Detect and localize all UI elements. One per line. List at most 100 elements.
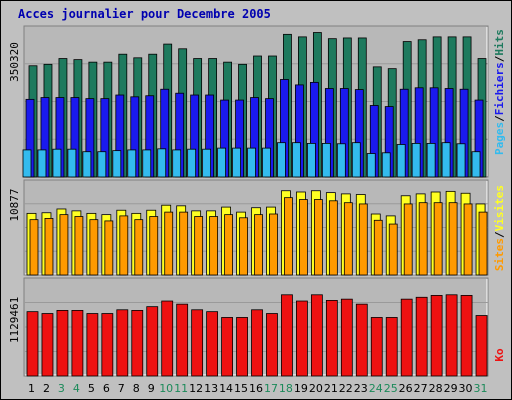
bar-sites-day-27 [418, 202, 428, 276]
x-tick-day-7: 7 [118, 382, 125, 395]
bar-ko-day-1 [26, 311, 39, 377]
bar-sites-day-25 [388, 223, 398, 276]
chart-title: Acces journalier pour Decembre 2005 [18, 7, 271, 21]
x-tick-day-29: 29 [444, 382, 458, 395]
bar-pages-day-2 [37, 149, 47, 178]
bar-sites-day-8 [134, 219, 144, 276]
x-tick-day-12: 12 [189, 382, 203, 395]
bar-ko-day-6 [101, 313, 114, 377]
legend-separator: / [493, 115, 506, 122]
x-tick-day-4: 4 [73, 382, 80, 395]
bar-pages-day-11 [172, 149, 182, 178]
bar-pages-day-30 [456, 143, 466, 178]
bar-pages-day-4 [67, 148, 77, 178]
bar-ko-day-10 [161, 300, 174, 377]
bar-sites-day-4 [74, 216, 84, 276]
bar-ko-day-5 [86, 313, 99, 377]
x-tick-day-15: 15 [234, 382, 248, 395]
x-tick-day-23: 23 [354, 382, 368, 395]
x-tick-day-5: 5 [88, 382, 95, 395]
bar-ko-day-18 [281, 294, 293, 377]
bar-sites-day-11 [179, 211, 189, 276]
bar-pages-day-16 [247, 147, 256, 178]
bar-ko-day-28 [430, 295, 443, 377]
bar-pages-day-24 [366, 153, 376, 178]
bar-ko-day-26 [400, 298, 413, 377]
bar-sites-day-23 [358, 203, 368, 276]
bar-pages-day-26 [396, 144, 406, 178]
bar-ko-day-9 [146, 306, 159, 377]
bar-sites-day-21 [328, 200, 338, 276]
bar-pages-day-20 [306, 143, 316, 178]
bar-sites-day-31 [478, 211, 488, 276]
bar-pages-day-31 [471, 151, 481, 178]
bar-pages-day-5 [82, 151, 92, 178]
x-tick-day-27: 27 [414, 382, 428, 395]
bar-pages-day-22 [336, 143, 346, 178]
visits-panel-legend: Sites/Visites [493, 185, 506, 271]
bar-sites-day-24 [373, 219, 383, 276]
legend-hits: Hits [493, 29, 506, 56]
bar-sites-day-29 [448, 202, 458, 276]
bar-sites-day-19 [299, 199, 308, 276]
x-tick-day-24: 24 [369, 382, 383, 395]
bar-pages-day-17 [262, 147, 271, 178]
bar-ko-day-8 [131, 310, 144, 377]
bar-ko-day-22 [340, 298, 353, 377]
bar-ko-day-24 [370, 317, 383, 377]
bar-sites-day-1 [29, 219, 39, 276]
y-max-label-kbytes: 1129461 [8, 297, 21, 343]
legend-separator: / [493, 231, 506, 238]
bar-pages-day-9 [142, 149, 152, 178]
bar-ko-day-11 [176, 303, 189, 377]
bar-pages-day-8 [127, 149, 137, 178]
bar-pages-day-18 [277, 142, 286, 178]
bar-sites-day-14 [224, 214, 233, 276]
bar-ko-day-25 [385, 317, 398, 377]
x-tick-day-14: 14 [219, 382, 233, 395]
bar-sites-day-2 [44, 218, 54, 276]
bar-sites-day-13 [209, 216, 219, 276]
bar-sites-day-12 [194, 216, 204, 276]
bar-pages-day-13 [202, 148, 212, 178]
y-max-label-hits: 350320 [8, 42, 21, 82]
x-tick-day-20: 20 [309, 382, 323, 395]
bar-pages-day-21 [321, 143, 331, 178]
legend-separator: / [493, 55, 506, 62]
bar-sites-day-10 [164, 211, 174, 276]
bar-sites-day-6 [104, 220, 114, 276]
bar-ko-day-3 [56, 310, 69, 377]
bar-ko-day-31 [475, 315, 488, 377]
legend-fichiers: Fichiers [493, 62, 506, 115]
bar-pages-day-6 [97, 151, 107, 178]
bar-pages-day-14 [217, 147, 226, 178]
bar-pages-day-12 [187, 148, 197, 178]
bar-sites-day-30 [463, 203, 473, 276]
bar-ko-day-21 [325, 300, 338, 377]
bar-pages-day-23 [351, 142, 361, 178]
x-tick-day-13: 13 [204, 382, 218, 395]
bar-ko-day-27 [415, 296, 428, 377]
bar-ko-day-23 [355, 303, 368, 377]
x-tick-day-30: 30 [459, 382, 473, 395]
x-tick-day-11: 11 [174, 382, 188, 395]
bar-pages-day-19 [292, 142, 301, 178]
bar-ko-day-13 [206, 311, 219, 377]
x-tick-day-3: 3 [58, 382, 65, 395]
bar-sites-day-26 [403, 203, 413, 276]
hits-panel-legend: Pages/Fichiers/Hits [493, 29, 506, 155]
bar-ko-day-16 [251, 309, 263, 377]
bar-sites-day-20 [313, 199, 323, 276]
x-tick-day-25: 25 [384, 382, 398, 395]
legend-visites: Visites [493, 185, 506, 231]
x-tick-day-22: 22 [339, 382, 353, 395]
bar-ko-day-17 [266, 313, 278, 377]
bar-sites-day-16 [254, 214, 263, 276]
bar-ko-day-2 [41, 313, 54, 377]
bar-ko-day-20 [310, 294, 323, 377]
bar-pages-day-28 [426, 143, 436, 178]
x-tick-day-18: 18 [279, 382, 293, 395]
x-tick-day-6: 6 [103, 382, 110, 395]
bar-sites-day-18 [284, 197, 293, 276]
bar-ko-day-30 [460, 295, 473, 377]
